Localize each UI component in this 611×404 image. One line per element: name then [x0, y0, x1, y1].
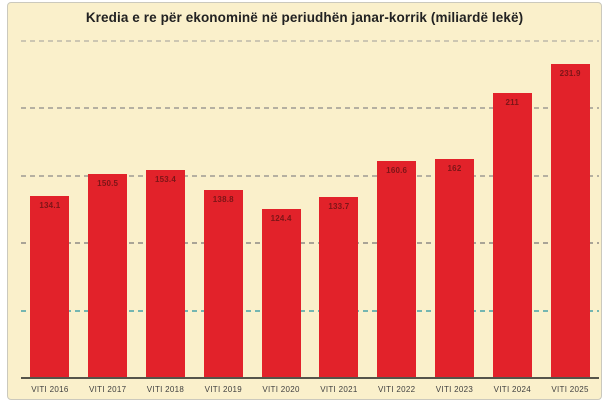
x-tick-label-viti-2023: VITI 2023: [435, 385, 474, 394]
gridline-150: [21, 174, 599, 177]
bar-value-label: 150.5: [97, 179, 119, 189]
bar-viti-2017: 150.5: [88, 174, 128, 377]
x-tick-label-viti-2025: VITI 2025: [551, 385, 589, 394]
bar-viti-2021: 133.7: [319, 196, 359, 377]
bar-value-label: 153.4: [154, 175, 177, 185]
x-tick-label-viti-2021: VITI 2021: [320, 385, 358, 394]
x-tick-label-viti-2017: VITI 2017: [88, 385, 127, 394]
bar-viti-2019: 138.8: [203, 189, 243, 377]
bar-viti-2020: 124.4: [261, 209, 301, 377]
bar-value-label: 134.1: [39, 201, 61, 211]
x-tick-label-viti-2019: VITI 2019: [204, 385, 242, 394]
bar-value-label: 160.6: [386, 165, 408, 175]
bar-viti-2025: 231.9: [550, 64, 590, 377]
x-tick-label-viti-2020: VITI 2020: [262, 385, 300, 394]
x-tick-label-viti-2022: VITI 2022: [377, 385, 416, 394]
x-tick-label-viti-2018: VITI 2018: [146, 385, 185, 394]
x-tick-label-viti-2016: VITI 2016: [31, 385, 69, 394]
bar-value-label: 138.8: [212, 194, 234, 204]
gridline-50: [21, 309, 599, 312]
plot-area: 134.1 150.5 153.4 138.8 124.4 133.7 160.6 162 21…: [21, 40, 599, 394]
gridline-100: [21, 242, 599, 245]
bar-viti-2024: 211: [492, 92, 532, 377]
bar-viti-2018: 153.4: [146, 170, 185, 377]
bar-viti-2022: 160.6: [377, 160, 417, 377]
bar-value-label: 124.4: [270, 214, 292, 224]
x-axis-line: [21, 377, 599, 379]
bar-value-label: 162: [447, 163, 462, 173]
bar-value-label: 211: [505, 97, 520, 107]
chart-title: Kredia e re për ekonominë në periudhën j…: [85, 10, 524, 25]
bar-value-label: 133.7: [328, 201, 350, 211]
x-tick-label-viti-2024: VITI 2024: [493, 385, 531, 394]
bar-viti-2016: 134.1: [30, 196, 70, 377]
chart-panel: Kredia e re për ekonominë në periudhën j…: [7, 2, 602, 400]
gridline-250: [21, 40, 599, 42]
bar-value-label: 231.9: [559, 69, 581, 79]
bar-viti-2023: 162: [435, 158, 474, 377]
gridline-200: [21, 107, 599, 110]
